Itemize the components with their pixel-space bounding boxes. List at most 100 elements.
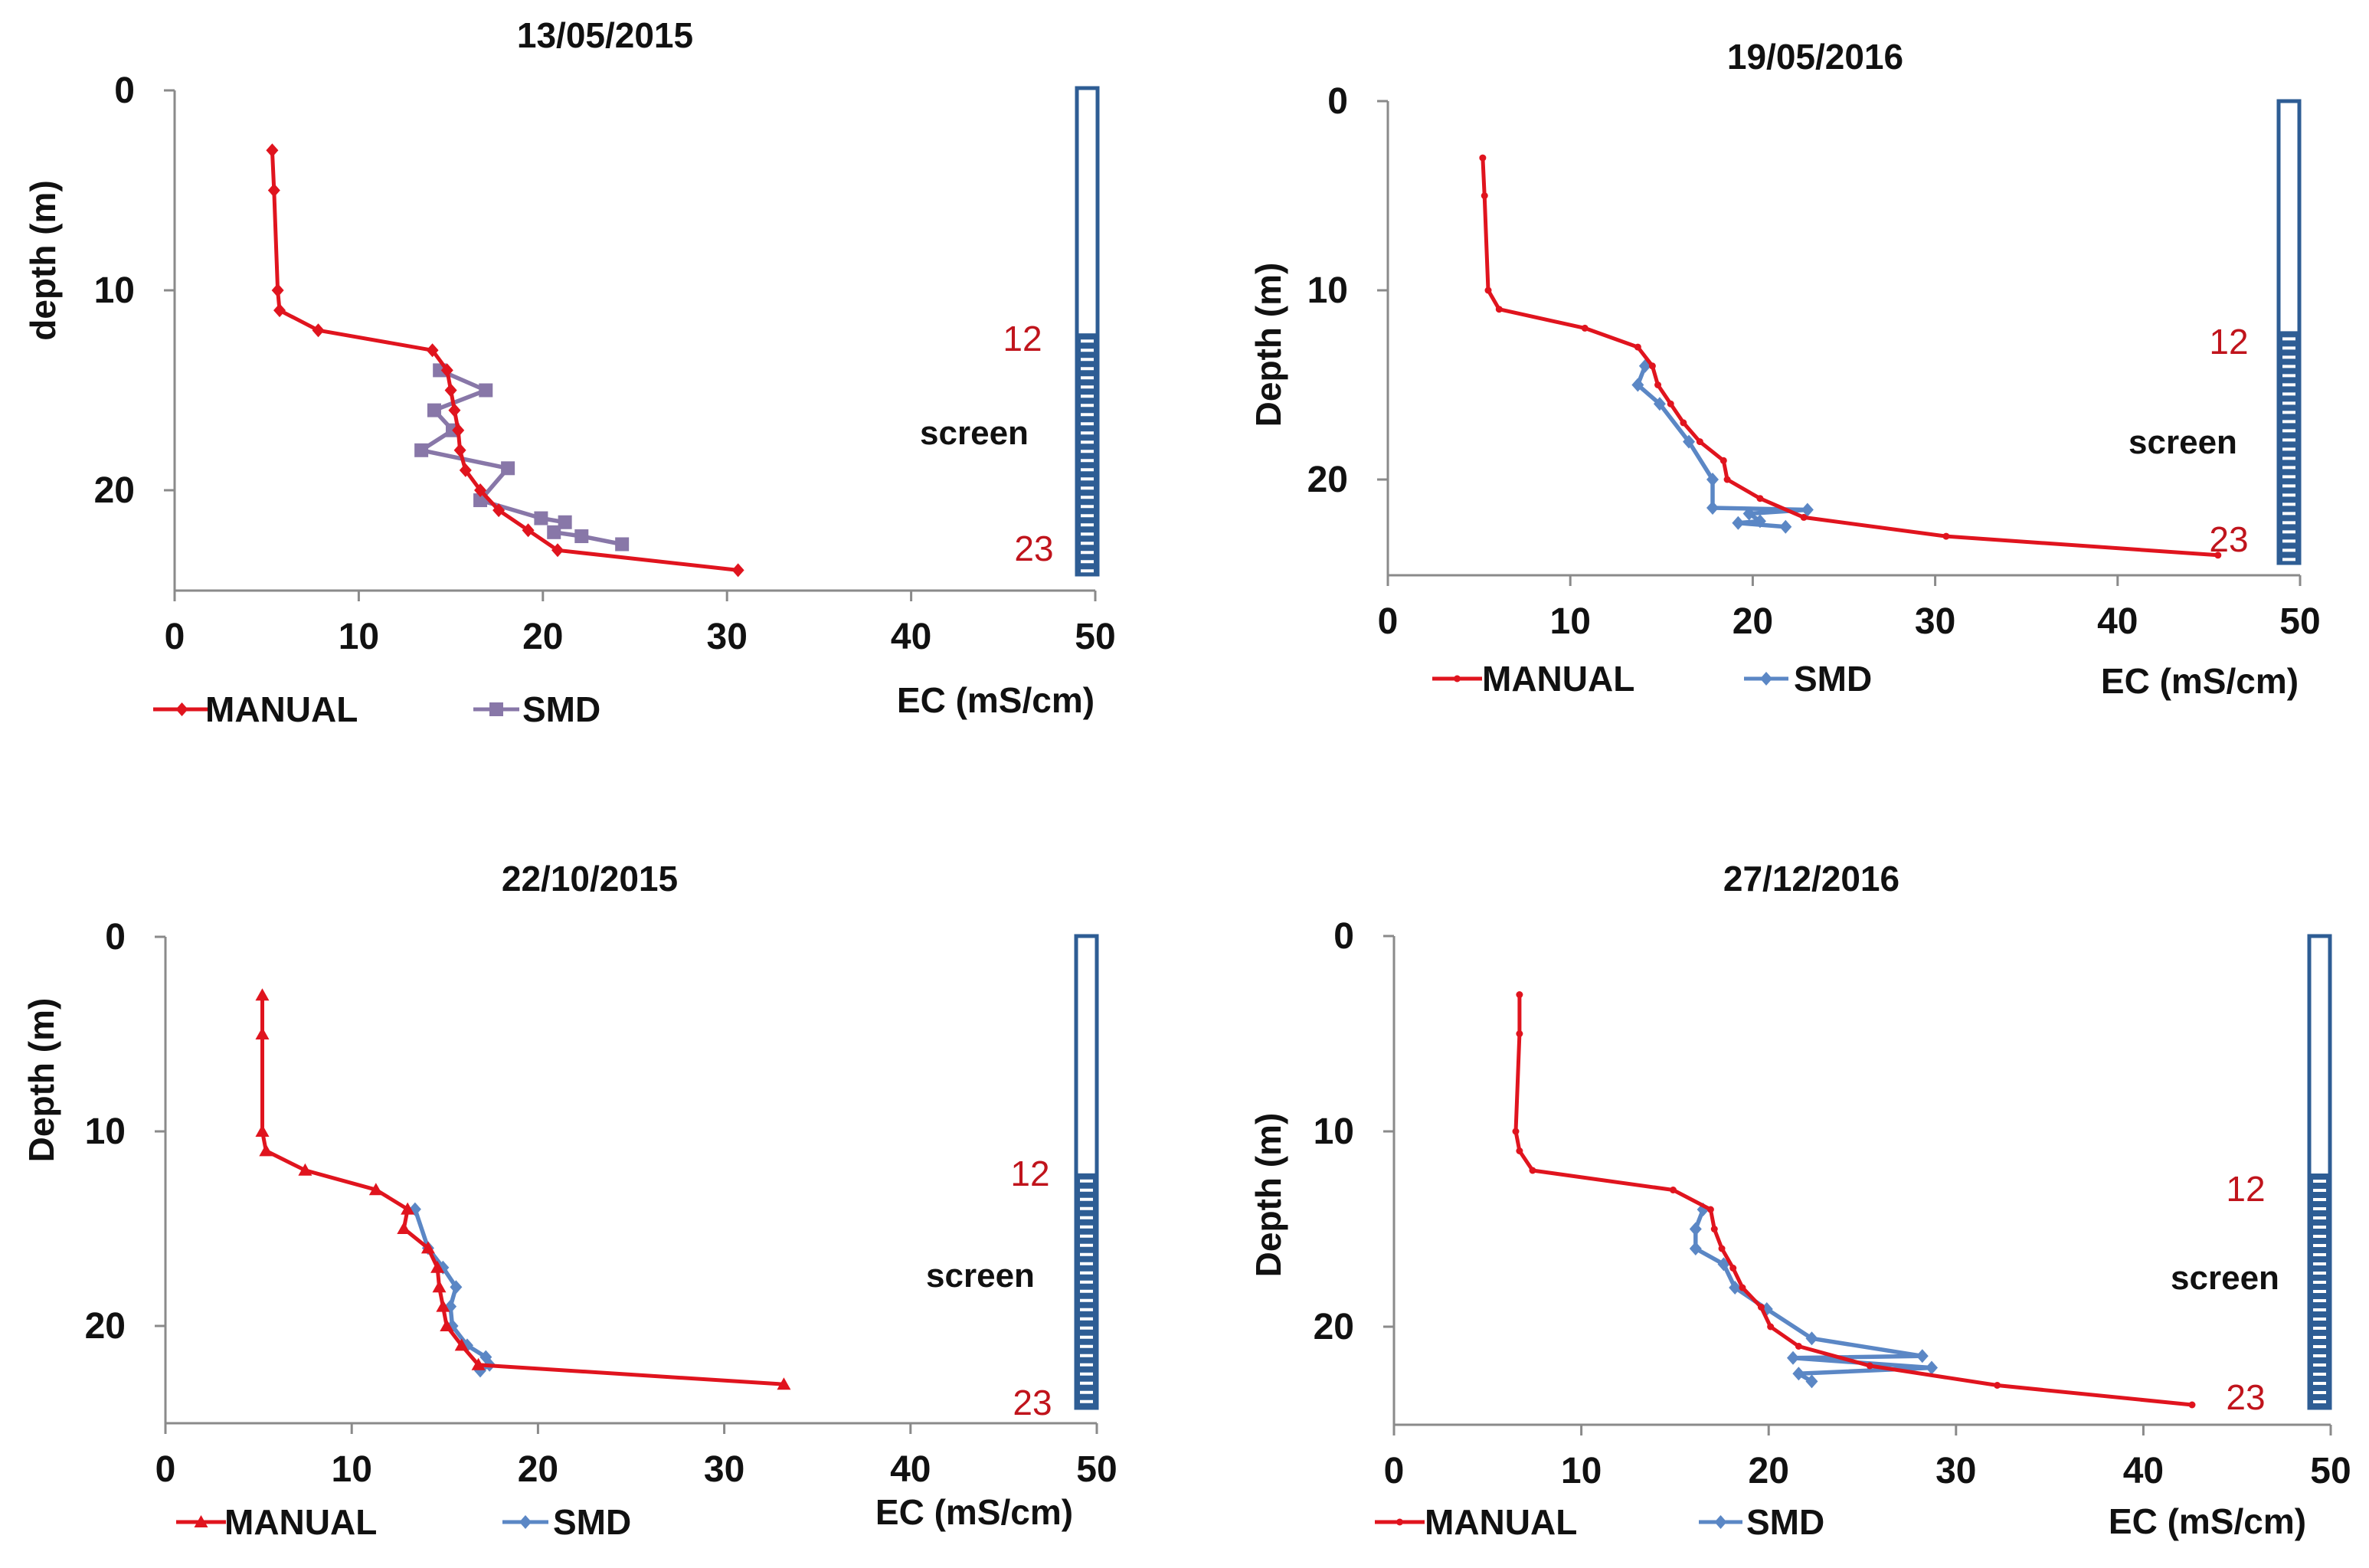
data-point-manual [259,1144,273,1157]
data-point-manual [1484,286,1492,294]
series-manual [1479,154,2222,559]
legend-marker-manual [194,1515,208,1527]
data-point-smd [1805,1374,1818,1389]
data-point-smd [615,537,630,552]
series-line-manual [260,995,784,1386]
data-point-smd [473,493,488,508]
x-tick-label: 40 [2097,601,2138,642]
legend-marker-smd [1760,672,1772,686]
data-point-manual [420,1241,435,1254]
data-point-smd [1805,1331,1818,1346]
x-tick-label: 30 [704,1449,744,1490]
y-axis-label: depth (m) [23,180,63,341]
x-tick-label: 0 [165,617,185,657]
chart-title: 22/10/2015 [502,859,678,899]
screen-label: screen [2129,424,2237,461]
screen-top-label: 12 [1003,319,1042,358]
x-tick-label: 30 [1915,601,1955,642]
legend-marker-smd [519,1515,532,1529]
data-point-manual [1866,1362,1873,1370]
data-point-manual [454,1338,469,1351]
data-point-smd [1792,1367,1805,1381]
well-screen [2279,331,2299,563]
data-point-manual [2214,552,2222,559]
data-point-manual [271,283,284,297]
data-point-manual [298,1163,312,1176]
y-tick-label: 10 [85,1111,126,1152]
data-point-smd [1732,516,1745,530]
chart-panel-4: 27/12/2016 0 10 20 30 40 50 0 10 20 Depth (m) EC (m… [1248,859,2351,1542]
legend-label-smd: SMD [1746,1502,1824,1542]
data-point-manual [522,523,535,538]
data-point-manual [368,1183,383,1196]
data-point-manual [1495,306,1503,313]
data-point-manual [1756,495,1764,502]
data-point-manual [471,1357,486,1370]
y-tick-label: 20 [94,470,135,511]
data-point-smd [414,443,429,457]
series-line-smd [413,1208,492,1373]
legend-label-smd: SMD [553,1502,631,1542]
data-point-manual [1479,154,1487,162]
legend-marker-manual [1396,1518,1403,1526]
screen-bottom-label: 23 [1014,529,1053,568]
data-point-smd [1916,1349,1929,1363]
x-axis-label: EC (mS/cm) [875,1492,1073,1532]
series-line-manual [1481,157,2218,558]
data-point-smd [1653,397,1666,411]
data-point-smd [1706,473,1719,486]
y-tick-label: 20 [85,1306,126,1347]
x-axis-label: EC (mS/cm) [2109,1501,2306,1541]
x-tick-label: 10 [332,1449,372,1490]
legend-label-smd: SMD [1794,659,1872,699]
data-point-manual [1667,400,1674,408]
chart-title: 19/05/2016 [1727,37,1903,77]
x-tick-label: 50 [1075,617,1115,657]
data-point-smd [1786,1350,1799,1365]
data-point-manual [430,1260,445,1273]
screen-top-label: 12 [1010,1154,1049,1193]
data-point-smd [574,529,589,544]
y-tick-label: 0 [105,917,126,957]
data-point-smd [558,515,572,529]
x-tick-label: 40 [891,617,931,657]
data-point-manual [1718,1245,1726,1252]
legend-marker-manual [1454,675,1461,683]
series-smd [408,1202,496,1378]
legend-label-manual: MANUAL [224,1502,377,1542]
data-point-manual [432,1280,447,1293]
data-point-manual [273,303,286,318]
data-point-manual [1516,1147,1523,1154]
data-point-manual [448,403,461,417]
data-point-manual [1581,324,1589,332]
data-point-manual [459,463,472,477]
data-point-smd [1729,1281,1742,1295]
y-tick-label: 10 [1314,1111,1354,1152]
data-point-smd [501,461,515,476]
data-point-smd [1753,514,1766,529]
y-axis-label: Depth (m) [1248,263,1288,427]
data-point-smd [1706,501,1719,516]
data-point-manual [401,1202,415,1215]
series-manual [266,143,744,578]
data-point-manual [255,988,270,1001]
legend-label-manual: MANUAL [1425,1502,1577,1542]
data-point-manual [1529,1167,1536,1174]
data-point-manual [440,363,453,378]
x-tick-label: 0 [155,1449,176,1490]
data-point-smd [547,525,561,539]
x-tick-label: 40 [2123,1451,2164,1491]
data-point-manual [1648,362,1656,370]
x-axis-label: EC (mS/cm) [897,680,1095,720]
series-manual [255,988,791,1390]
data-point-manual [255,1027,270,1039]
screen-top-label: 12 [2226,1169,2265,1209]
data-point-smd [534,511,548,525]
legend-marker-smd [489,702,503,716]
data-point-manual [266,143,279,158]
x-tick-label: 0 [1378,601,1399,642]
y-tick-label: 10 [1307,270,1348,311]
data-point-manual [1696,438,1703,446]
x-tick-label: 20 [522,617,563,657]
data-point-manual [452,423,465,437]
